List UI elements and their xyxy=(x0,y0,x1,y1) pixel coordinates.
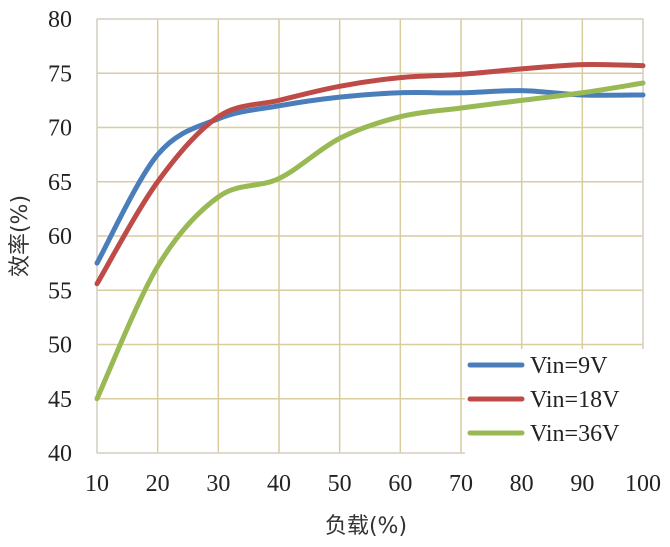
series-line-vin-9v xyxy=(94,88,646,266)
x-tick-label: 50 xyxy=(328,471,352,497)
x-tick-label: 60 xyxy=(388,471,412,497)
y-axis-title: 效率(%) xyxy=(8,195,33,277)
x-axis-title: 负载(%) xyxy=(325,514,407,539)
y-tick-label: 75 xyxy=(48,61,72,87)
x-tick-label: 70 xyxy=(449,471,473,497)
series-line-vin-36v xyxy=(94,80,646,402)
plot-frame xyxy=(96,18,644,454)
x-tick-label: 10 xyxy=(85,471,109,497)
y-tick-label: 55 xyxy=(48,278,72,304)
legend-label-vin-36v: Vin=36V xyxy=(530,421,620,447)
y-tick-label: 40 xyxy=(48,441,72,467)
x-tick-label: 90 xyxy=(570,471,594,497)
x-tick-label: 40 xyxy=(267,471,291,497)
y-tick-label: 80 xyxy=(48,7,72,33)
y-tick-label: 60 xyxy=(48,224,72,250)
legend-label-vin-9v: Vin=9V xyxy=(530,353,608,379)
series-lines xyxy=(94,61,646,402)
y-tick-label: 65 xyxy=(48,170,72,196)
x-tick-label: 80 xyxy=(510,471,534,497)
legend: Vin=9V Vin=18V Vin=36V xyxy=(465,349,645,455)
x-tick-label: 30 xyxy=(206,471,230,497)
series-line-vin-18v xyxy=(94,61,646,287)
legend-label-vin-18v: Vin=18V xyxy=(530,387,620,413)
x-tick-label: 20 xyxy=(146,471,170,497)
y-tick-label: 50 xyxy=(48,333,72,359)
y-tick-label: 45 xyxy=(48,387,72,413)
x-tick-label: 100 xyxy=(625,471,661,497)
y-tick-labels: 40 45 50 55 60 65 70 75 80 xyxy=(48,7,72,467)
y-tick-label: 70 xyxy=(48,116,72,142)
x-tick-labels: 10 20 30 40 50 60 70 80 90 100 xyxy=(85,471,661,497)
